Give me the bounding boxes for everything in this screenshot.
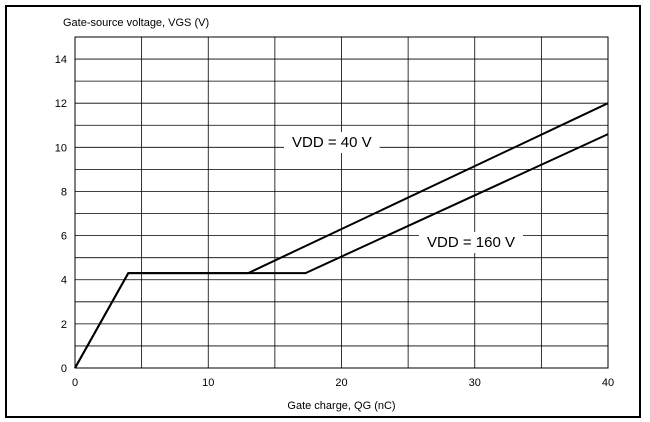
x-tick-label: 30	[469, 377, 481, 389]
y-tick-label: 0	[61, 363, 67, 375]
grid	[75, 37, 608, 368]
series-label-vdd-40-text: VDD = 40 V	[292, 134, 372, 151]
plot-area	[74, 36, 609, 369]
y-axis-title: Gate-source voltage, VGS (V)	[63, 17, 209, 29]
x-tick-label: 40	[602, 377, 614, 389]
series-label-vdd-160-text: VDD = 160 V	[427, 234, 515, 251]
series-layer	[74, 102, 609, 369]
series-label-vdd-40: VDD = 40 V	[284, 132, 380, 153]
y-tick-label: 12	[55, 98, 67, 110]
y-tick-label: 14	[55, 54, 67, 66]
x-tick-label: 10	[202, 377, 214, 389]
y-tick-label: 6	[61, 231, 67, 243]
x-axis-title: Gate charge, QG (nC)	[287, 400, 395, 412]
y-tick-label: 4	[61, 275, 67, 287]
series-line-1	[74, 133, 609, 369]
x-tick-label: 20	[335, 377, 347, 389]
y-tick-label: 2	[61, 319, 67, 331]
y-tick-label: 8	[61, 186, 67, 198]
chart-frame	[5, 5, 641, 418]
series-label-vdd-160: VDD = 160 V	[419, 232, 523, 253]
x-tick-label: 0	[72, 377, 78, 389]
y-tick-label: 10	[55, 142, 67, 154]
tick-labels: 0 10 20 30 40 0 2 4 6 8 10 12 14	[55, 54, 614, 389]
